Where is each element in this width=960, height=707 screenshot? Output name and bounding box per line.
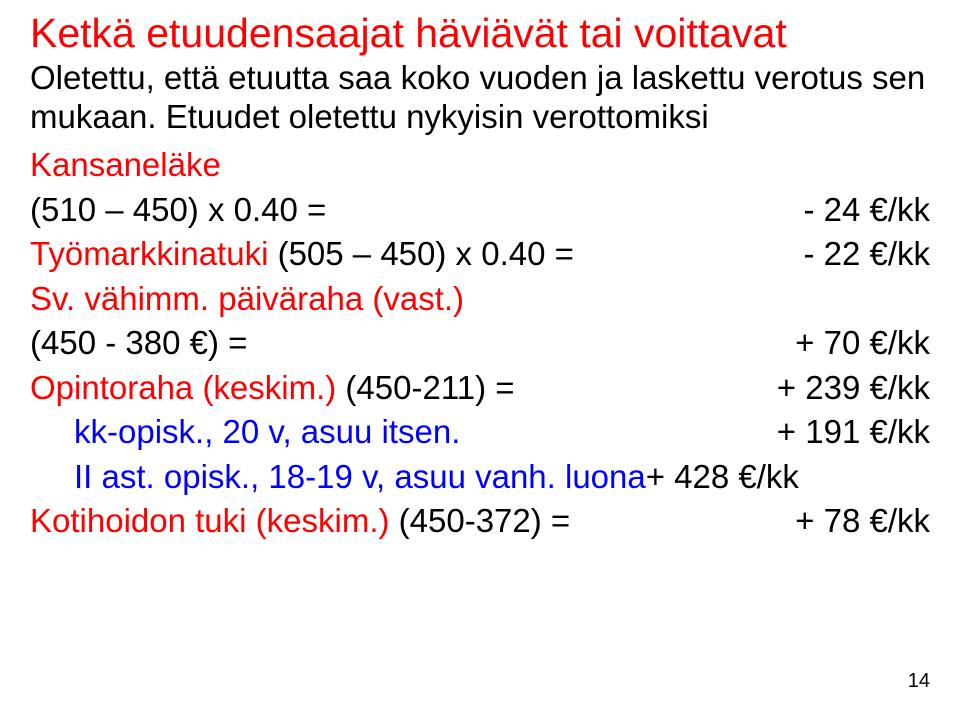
kansanelake-label: Kansaneläke [30, 143, 221, 188]
tyomarkkinatuki-left: Työmarkkinatuki (505 – 450) x 0.40 = [30, 232, 574, 277]
svpaivaraha-calc-row: (450 - 380 €) = + 70 €/kk [30, 321, 930, 366]
opintoraha-sub2-value: + 428 €/kk [646, 458, 799, 495]
kotihoidontuki-row: Kotihoidon tuki (keskim.) (450-372) = + … [30, 499, 930, 544]
opintoraha-calc: (450-211) = [336, 369, 514, 406]
svpaivaraha-calc: (450 - 380 €) = [30, 321, 247, 366]
opintoraha-sub2-row: II ast. opisk., 18-19 v, asuu vanh. luon… [30, 455, 930, 500]
kansanelake-calc-row: (510 – 450) x 0.40 = - 24 €/kk [30, 188, 930, 233]
slide-container: Ketkä etuudensaajat häviävät tai voittav… [0, 0, 960, 707]
opintoraha-sub2-left: II ast. opisk., 18-19 v, asuu vanh. luon… [74, 455, 799, 500]
kotihoidontuki-left: Kotihoidon tuki (keskim.) (450-372) = [30, 499, 570, 544]
tyomarkkinatuki-label: Työmarkkinatuki [30, 235, 268, 272]
opintoraha-label: Opintoraha (keskim.) [30, 369, 336, 406]
tyomarkkinatuki-calc: (505 – 450) x 0.40 = [268, 235, 573, 272]
slide-title: Ketkä etuudensaajat häviävät tai voittav… [30, 10, 930, 57]
tyomarkkinatuki-row: Työmarkkinatuki (505 – 450) x 0.40 = - 2… [30, 232, 930, 277]
kansanelake-label-row: Kansaneläke [30, 143, 930, 188]
kotihoidontuki-value: + 78 €/kk [795, 499, 930, 544]
opintoraha-sub2-label: II ast. opisk., 18-19 v, asuu vanh. luon… [74, 458, 646, 495]
svpaivaraha-value: + 70 €/kk [795, 321, 930, 366]
svpaivaraha-label: Sv. vähimm. päiväraha (vast.) [30, 277, 464, 322]
kansanelake-value: - 24 €/kk [803, 188, 930, 233]
svpaivaraha-label-row: Sv. vähimm. päiväraha (vast.) [30, 277, 930, 322]
kotihoidontuki-label: Kotihoidon tuki (keskim.) [30, 502, 389, 539]
opintoraha-row: Opintoraha (keskim.) (450-211) = + 239 €… [30, 366, 930, 411]
intro-text: Oletettu, että etuutta saa koko vuoden j… [30, 59, 930, 137]
tyomarkkinatuki-value: - 22 €/kk [803, 232, 930, 277]
opintoraha-sub1-label: kk-opisk., 20 v, asuu itsen. [74, 410, 460, 455]
opintoraha-sub1-value: + 191 €/kk [777, 410, 930, 455]
page-number: 14 [908, 670, 930, 693]
opintoraha-value: + 239 €/kk [777, 366, 930, 411]
kansanelake-calc: (510 – 450) x 0.40 = [30, 188, 326, 233]
kotihoidontuki-calc: (450-372) = [389, 502, 570, 539]
opintoraha-left: Opintoraha (keskim.) (450-211) = [30, 366, 515, 411]
opintoraha-sub1-row: kk-opisk., 20 v, asuu itsen. + 191 €/kk [30, 410, 930, 455]
